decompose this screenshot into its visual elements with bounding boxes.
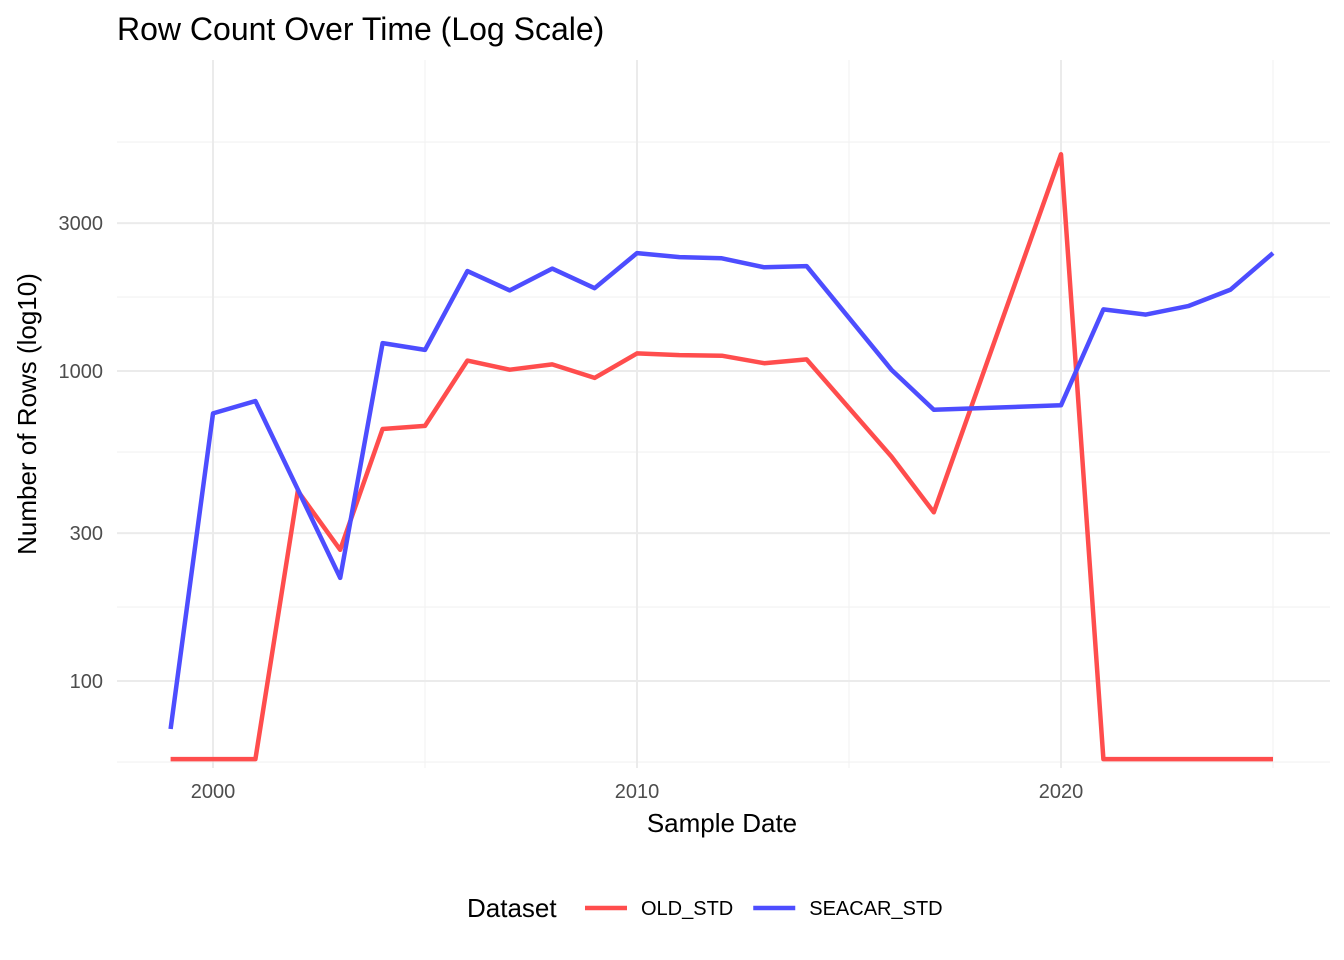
series-layer	[168, 152, 1275, 762]
x-tick-label: 2020	[1039, 781, 1084, 803]
x-axis-title: Sample Date	[647, 808, 797, 838]
legend-title: Dataset	[467, 893, 557, 923]
y-tick-label: 3000	[59, 213, 104, 235]
y-tick-label: 1000	[59, 361, 104, 383]
legend-label-old-std: OLD_STD	[641, 898, 733, 920]
series-line-old-std	[170, 152, 1273, 762]
x-tick-label: 2010	[615, 781, 660, 803]
legend: Dataset OLD_STD SEACAR_STD	[467, 893, 943, 923]
x-axis-ticks: 2000 2010 2020	[191, 781, 1084, 803]
series-line-seacar-std	[168, 250, 1275, 730]
legend-label-seacar-std: SEACAR_STD	[809, 898, 942, 920]
y-axis-title: Number of Rows (log10)	[12, 273, 42, 555]
x-tick-label: 2000	[191, 781, 236, 803]
chart-title: Row Count Over Time (Log Scale)	[117, 11, 604, 47]
y-axis-ticks: 100 300 1000 3000	[59, 213, 104, 693]
y-tick-label: 100	[70, 671, 103, 693]
y-tick-label: 300	[70, 523, 103, 545]
grid	[117, 60, 1330, 768]
